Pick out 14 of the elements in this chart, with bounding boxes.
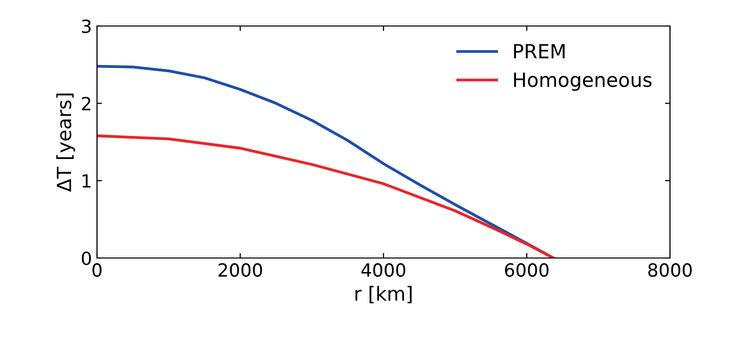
x-tick-label: 4000	[361, 263, 406, 277]
y-axis-title: ΔT [years]	[56, 94, 76, 192]
x-axis-title: r [km]	[355, 286, 412, 304]
legend-label: PREM	[514, 44, 565, 58]
x-tick-label: 8000	[648, 263, 692, 277]
x-tick-label: 6000	[505, 263, 549, 277]
y-tick-label: 3	[82, 19, 91, 34]
y-tick-label: 2	[82, 96, 90, 110]
line-series	[97, 134, 555, 258]
legend-label: Homogeneous	[514, 72, 652, 91]
x-tick-label: 2000	[218, 263, 262, 277]
y-tick-label: 1	[82, 174, 90, 188]
x-tick-label: 0	[92, 263, 102, 277]
y-tick-label: 0	[82, 251, 91, 266]
